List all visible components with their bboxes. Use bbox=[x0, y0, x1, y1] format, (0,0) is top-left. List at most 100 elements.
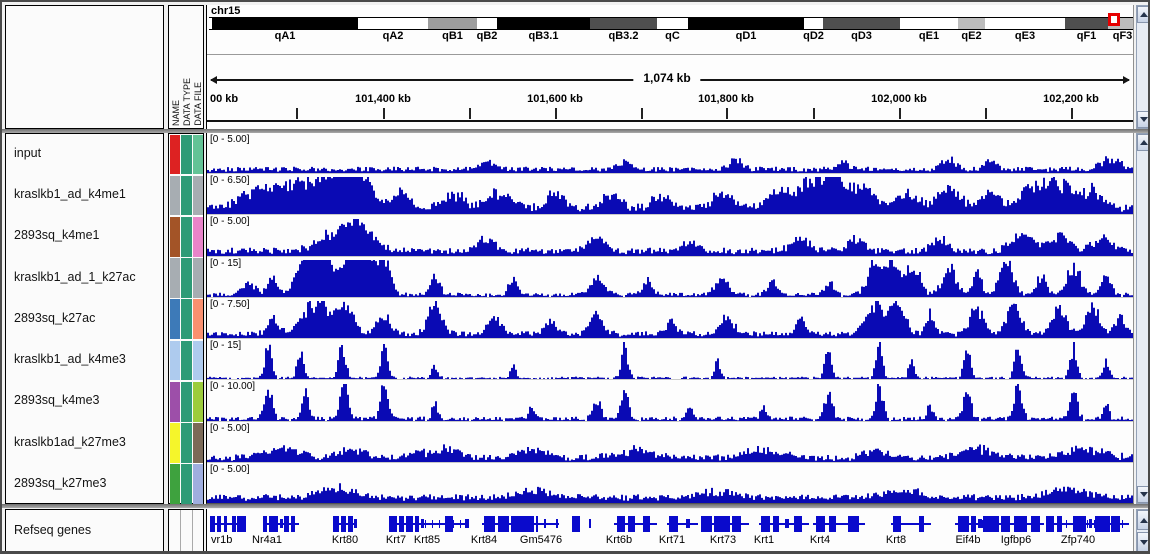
cytoband-qF1[interactable] bbox=[1065, 18, 1108, 29]
cytoband-qB3.1[interactable] bbox=[497, 18, 590, 29]
track-row-2893sq_k27me3[interactable]: [0 - 5.00] bbox=[207, 463, 1133, 503]
track-name-input[interactable]: input bbox=[14, 146, 42, 160]
gene-exon-small bbox=[785, 519, 789, 528]
cytoband-qD2[interactable] bbox=[804, 18, 823, 29]
scroll-down-button[interactable] bbox=[1137, 486, 1148, 503]
scroll-down-button[interactable] bbox=[1137, 111, 1148, 128]
attr-cell[interactable] bbox=[192, 258, 204, 298]
attr-cell[interactable] bbox=[181, 216, 192, 257]
cytoband-qB1[interactable] bbox=[428, 18, 477, 29]
track-name-kraslkb1_ad_k4me1[interactable]: kraslkb1_ad_k4me1 bbox=[14, 187, 126, 202]
gene-exon bbox=[761, 516, 770, 532]
attr-cell[interactable] bbox=[192, 381, 204, 422]
arrow-right-icon bbox=[1123, 76, 1130, 84]
track-range-label: [0 - 15] bbox=[210, 257, 242, 269]
cytoband-qA2[interactable] bbox=[358, 18, 428, 29]
gene-exon bbox=[445, 516, 453, 532]
gene-exon bbox=[415, 516, 419, 532]
gene-exon bbox=[773, 516, 779, 532]
panel-divider-bottom[interactable] bbox=[2, 504, 1148, 508]
scroll-up-button[interactable] bbox=[1137, 510, 1148, 530]
cytoband-qB3.2[interactable] bbox=[590, 18, 657, 29]
attr-cell[interactable] bbox=[181, 464, 192, 504]
attr-cell[interactable] bbox=[192, 299, 204, 340]
current-view-box[interactable] bbox=[1108, 13, 1120, 26]
chromosome-ideogram[interactable] bbox=[209, 17, 1133, 30]
cytoband-qD1[interactable] bbox=[688, 18, 804, 29]
gene-intron-line bbox=[614, 523, 657, 525]
scroll-up-button[interactable] bbox=[1137, 134, 1148, 151]
gene-track-name[interactable]: Refseq genes bbox=[14, 523, 92, 537]
gene-exon bbox=[701, 516, 712, 532]
bottom-scrollbar[interactable] bbox=[1136, 509, 1148, 551]
cytoband-label: qD1 bbox=[735, 30, 757, 42]
attr-cell[interactable] bbox=[192, 340, 204, 381]
attr-cell[interactable] bbox=[170, 381, 181, 422]
attr-cell[interactable] bbox=[192, 216, 204, 257]
track-name-2893sq_k27me3[interactable]: 2893sq_k27me3 bbox=[14, 475, 107, 490]
attr-cell[interactable] bbox=[192, 464, 204, 504]
cytoband-qC[interactable] bbox=[657, 18, 688, 29]
scroll-up-button[interactable] bbox=[1137, 6, 1148, 23]
attr-cell[interactable] bbox=[181, 134, 192, 175]
track-row-kraslkb1ad_k27me3[interactable]: [0 - 5.00] bbox=[207, 422, 1133, 463]
attr-cell[interactable] bbox=[181, 340, 192, 381]
attr-cell[interactable] bbox=[181, 423, 192, 463]
track-name-2893sq_k4me1[interactable]: 2893sq_k4me1 bbox=[14, 228, 100, 243]
gene-exon bbox=[816, 516, 825, 532]
cytoband-qD3[interactable] bbox=[823, 18, 900, 29]
attr-cell[interactable] bbox=[170, 423, 181, 463]
scroll-down-button[interactable] bbox=[1137, 532, 1148, 551]
track-row-kraslkb1_ad_k4me3[interactable]: [0 - 15] bbox=[207, 339, 1133, 381]
attr-cell[interactable] bbox=[181, 175, 192, 216]
attr-cell[interactable] bbox=[181, 258, 192, 298]
cytoband-label: qE3 bbox=[1014, 30, 1036, 42]
signal-histogram bbox=[207, 444, 1133, 462]
cytoband-label: qC bbox=[665, 30, 680, 42]
cytoband-qA1[interactable] bbox=[212, 18, 358, 29]
attr-cell[interactable] bbox=[170, 464, 181, 504]
track-name-kraslkb1_ad_1_k27ac[interactable]: kraslkb1_ad_1_k27ac bbox=[14, 269, 136, 284]
ruler-tick bbox=[726, 108, 728, 119]
attr-cell[interactable] bbox=[170, 258, 181, 298]
attr-cell[interactable] bbox=[192, 134, 204, 175]
track-name-2893sq_k27ac[interactable]: 2893sq_k27ac bbox=[14, 310, 96, 325]
gene-track-name-panel: Refseq genes bbox=[5, 509, 164, 551]
attr-cell[interactable] bbox=[170, 299, 181, 340]
cytoband-qE1[interactable] bbox=[900, 18, 958, 29]
track-data-panel[interactable]: [0 - 5.00] [0 - 6.50] [0 - 5.00] [0 - 15] [0… bbox=[206, 133, 1134, 504]
attr-cell[interactable] bbox=[181, 299, 192, 340]
cytoband-qB2[interactable] bbox=[477, 18, 497, 29]
gene-exon bbox=[572, 516, 580, 532]
gene-exon bbox=[284, 516, 289, 532]
track-row-2893sq_k27ac[interactable]: [0 - 7.50] bbox=[207, 298, 1133, 340]
attr-cell[interactable] bbox=[192, 423, 204, 463]
track-row-2893sq_k4me3[interactable]: [0 - 10.00] bbox=[207, 380, 1133, 422]
track-name-kraslkb1ad_k27me3[interactable]: kraslkb1ad_k27me3 bbox=[14, 434, 126, 449]
cytoband-qE2[interactable] bbox=[958, 18, 985, 29]
cytoband-qF3[interactable] bbox=[1108, 18, 1133, 29]
cytoband-label: qE2 bbox=[961, 30, 982, 42]
attr-cell[interactable] bbox=[181, 381, 192, 422]
track-row-2893sq_k4me1[interactable]: [0 - 5.00] bbox=[207, 215, 1133, 257]
attr-cell[interactable] bbox=[170, 175, 181, 216]
coordinate-label: 102,200 kb bbox=[1043, 93, 1099, 105]
cytoband-qE3[interactable] bbox=[985, 18, 1065, 29]
attr-cell[interactable] bbox=[170, 340, 181, 381]
attr-cell[interactable] bbox=[192, 175, 204, 216]
panel-divider-top[interactable] bbox=[2, 129, 1148, 133]
attr-cell[interactable] bbox=[170, 134, 181, 175]
track-name-2893sq_k4me3[interactable]: 2893sq_k4me3 bbox=[14, 393, 100, 408]
track-row-kraslkb1_ad_k4me1[interactable]: [0 - 6.50] bbox=[207, 174, 1133, 216]
track-row-input[interactable]: [0 - 5.00] bbox=[207, 133, 1133, 175]
coordinate-label: 101,800 kb bbox=[698, 93, 754, 105]
gene-exon bbox=[224, 516, 227, 532]
main-scrollbar[interactable] bbox=[1136, 133, 1148, 504]
refseq-genes-panel[interactable]: vr1b Nr4a1 Krt80 Krt7 Krt85 Krt84 Gm5476 Krt6b K… bbox=[206, 509, 1134, 551]
track-name-kraslkb1_ad_k4me3[interactable]: kraslkb1_ad_k4me3 bbox=[14, 352, 126, 367]
gene-label-Krt73: Krt73 bbox=[709, 534, 737, 546]
top-scrollbar[interactable] bbox=[1136, 5, 1148, 129]
attr-cell[interactable] bbox=[170, 216, 181, 257]
track-row-kraslkb1_ad_1_k27ac[interactable]: [0 - 15] bbox=[207, 257, 1133, 298]
coordinate-label: 101,400 kb bbox=[355, 93, 411, 105]
